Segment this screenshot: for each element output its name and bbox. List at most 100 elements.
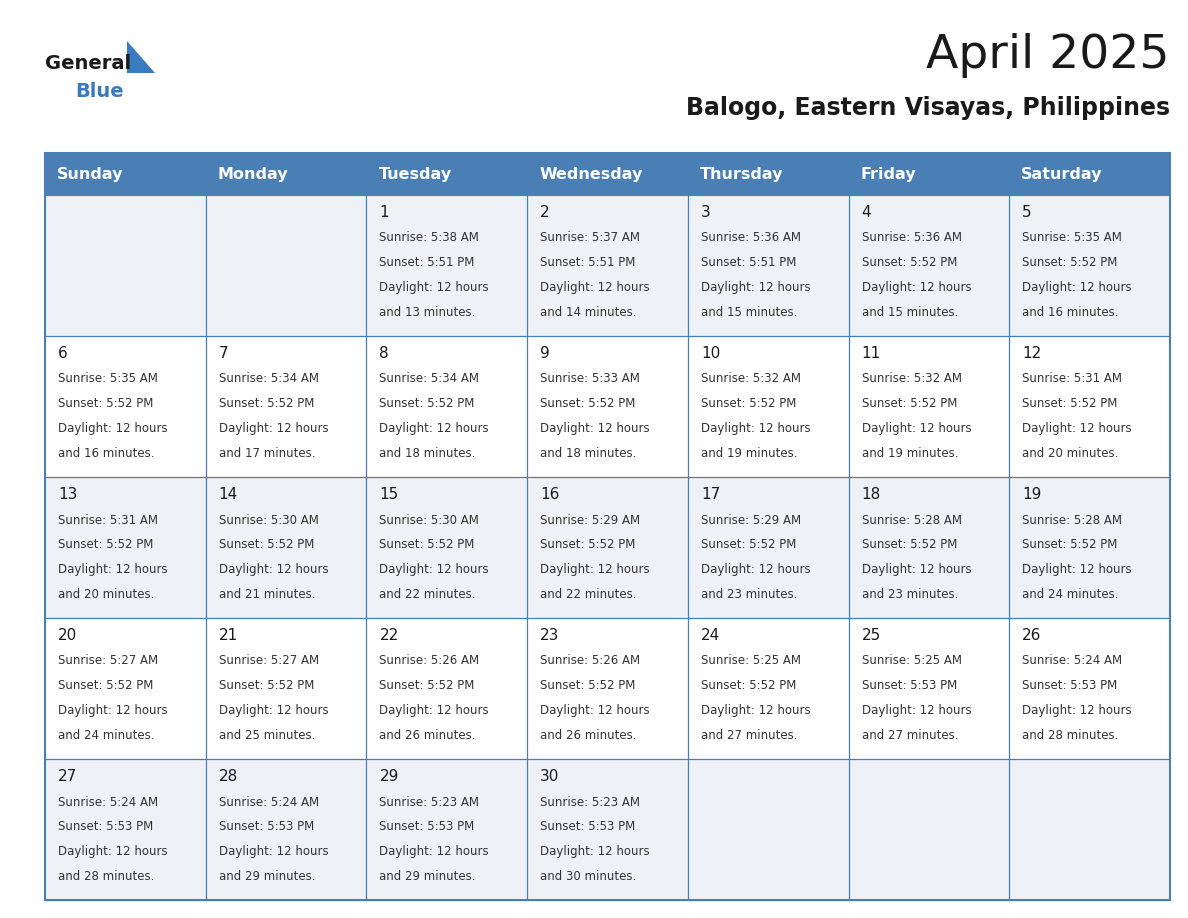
Text: 24: 24	[701, 628, 720, 643]
Text: Blue: Blue	[75, 82, 124, 101]
Text: Sunset: 5:52 PM: Sunset: 5:52 PM	[541, 538, 636, 551]
Polygon shape	[127, 41, 154, 73]
Text: 15: 15	[379, 487, 399, 502]
Text: 8: 8	[379, 346, 388, 361]
Bar	[45, 153, 1170, 195]
Bar	[45, 618, 1170, 759]
Text: Sunrise: 5:34 AM: Sunrise: 5:34 AM	[379, 373, 480, 386]
Text: Sunset: 5:52 PM: Sunset: 5:52 PM	[1023, 538, 1118, 551]
Text: Sunrise: 5:27 AM: Sunrise: 5:27 AM	[58, 655, 158, 667]
Text: Sunset: 5:52 PM: Sunset: 5:52 PM	[58, 679, 153, 692]
Text: Sunset: 5:53 PM: Sunset: 5:53 PM	[58, 820, 153, 834]
Text: Daylight: 12 hours: Daylight: 12 hours	[219, 563, 328, 576]
Text: Sunset: 5:53 PM: Sunset: 5:53 PM	[219, 820, 314, 834]
Bar	[45, 153, 1170, 900]
Text: 3: 3	[701, 205, 710, 220]
Text: Sunset: 5:52 PM: Sunset: 5:52 PM	[58, 538, 153, 551]
Text: and 14 minutes.: and 14 minutes.	[541, 306, 637, 319]
Text: Daylight: 12 hours: Daylight: 12 hours	[379, 281, 489, 294]
Text: Daylight: 12 hours: Daylight: 12 hours	[541, 422, 650, 435]
Text: and 28 minutes.: and 28 minutes.	[58, 869, 154, 882]
Text: and 16 minutes.: and 16 minutes.	[58, 446, 154, 460]
Text: Daylight: 12 hours: Daylight: 12 hours	[861, 704, 972, 717]
Bar	[45, 195, 1170, 336]
Text: and 16 minutes.: and 16 minutes.	[1023, 306, 1119, 319]
Text: and 25 minutes.: and 25 minutes.	[219, 729, 315, 742]
Text: Sunset: 5:52 PM: Sunset: 5:52 PM	[701, 538, 796, 551]
Text: Daylight: 12 hours: Daylight: 12 hours	[58, 563, 168, 576]
Text: and 13 minutes.: and 13 minutes.	[379, 306, 476, 319]
Text: Sunrise: 5:30 AM: Sunrise: 5:30 AM	[219, 513, 318, 527]
Text: 4: 4	[861, 205, 871, 220]
Text: Sunrise: 5:33 AM: Sunrise: 5:33 AM	[541, 373, 640, 386]
Text: 10: 10	[701, 346, 720, 361]
Text: Daylight: 12 hours: Daylight: 12 hours	[701, 704, 810, 717]
Text: Sunrise: 5:35 AM: Sunrise: 5:35 AM	[58, 373, 158, 386]
Text: 12: 12	[1023, 346, 1042, 361]
Bar	[45, 759, 1170, 900]
Text: Sunrise: 5:29 AM: Sunrise: 5:29 AM	[701, 513, 801, 527]
Text: 16: 16	[541, 487, 560, 502]
Text: Sunrise: 5:36 AM: Sunrise: 5:36 AM	[861, 231, 961, 244]
Text: Sunset: 5:52 PM: Sunset: 5:52 PM	[861, 397, 958, 410]
Text: Sunset: 5:52 PM: Sunset: 5:52 PM	[379, 397, 475, 410]
Text: Daylight: 12 hours: Daylight: 12 hours	[219, 845, 328, 857]
Text: Daylight: 12 hours: Daylight: 12 hours	[379, 845, 489, 857]
Text: Sunset: 5:53 PM: Sunset: 5:53 PM	[861, 679, 956, 692]
Text: 28: 28	[219, 769, 238, 784]
Text: 7: 7	[219, 346, 228, 361]
Text: and 29 minutes.: and 29 minutes.	[379, 869, 476, 882]
Text: Daylight: 12 hours: Daylight: 12 hours	[541, 845, 650, 857]
Text: 14: 14	[219, 487, 238, 502]
Text: Monday: Monday	[217, 166, 289, 182]
Text: Sunset: 5:51 PM: Sunset: 5:51 PM	[379, 256, 475, 269]
Text: Sunset: 5:53 PM: Sunset: 5:53 PM	[1023, 679, 1118, 692]
Text: and 15 minutes.: and 15 minutes.	[861, 306, 958, 319]
Text: Daylight: 12 hours: Daylight: 12 hours	[701, 422, 810, 435]
Text: and 22 minutes.: and 22 minutes.	[379, 588, 476, 600]
Text: Daylight: 12 hours: Daylight: 12 hours	[1023, 704, 1132, 717]
Text: and 15 minutes.: and 15 minutes.	[701, 306, 797, 319]
Text: Daylight: 12 hours: Daylight: 12 hours	[861, 281, 972, 294]
Text: Sunset: 5:52 PM: Sunset: 5:52 PM	[219, 397, 314, 410]
Text: 25: 25	[861, 628, 880, 643]
Text: and 19 minutes.: and 19 minutes.	[701, 446, 797, 460]
Text: Sunrise: 5:24 AM: Sunrise: 5:24 AM	[58, 796, 158, 809]
Text: Daylight: 12 hours: Daylight: 12 hours	[541, 704, 650, 717]
Text: Sunrise: 5:30 AM: Sunrise: 5:30 AM	[379, 513, 479, 527]
Text: Daylight: 12 hours: Daylight: 12 hours	[379, 563, 489, 576]
Text: Daylight: 12 hours: Daylight: 12 hours	[541, 563, 650, 576]
Text: Daylight: 12 hours: Daylight: 12 hours	[58, 422, 168, 435]
Text: 17: 17	[701, 487, 720, 502]
Text: 1: 1	[379, 205, 388, 220]
Text: Sunrise: 5:28 AM: Sunrise: 5:28 AM	[861, 513, 961, 527]
Text: Sunrise: 5:26 AM: Sunrise: 5:26 AM	[541, 655, 640, 667]
Text: Sunrise: 5:38 AM: Sunrise: 5:38 AM	[379, 231, 479, 244]
Text: Daylight: 12 hours: Daylight: 12 hours	[219, 422, 328, 435]
Text: Sunset: 5:52 PM: Sunset: 5:52 PM	[1023, 397, 1118, 410]
Text: Daylight: 12 hours: Daylight: 12 hours	[379, 704, 489, 717]
Text: and 20 minutes.: and 20 minutes.	[58, 588, 154, 600]
Text: Sunset: 5:52 PM: Sunset: 5:52 PM	[701, 679, 796, 692]
Text: Daylight: 12 hours: Daylight: 12 hours	[701, 563, 810, 576]
Text: Sunset: 5:52 PM: Sunset: 5:52 PM	[861, 256, 958, 269]
Text: Sunset: 5:53 PM: Sunset: 5:53 PM	[379, 820, 475, 834]
Text: Daylight: 12 hours: Daylight: 12 hours	[219, 704, 328, 717]
Text: Sunset: 5:52 PM: Sunset: 5:52 PM	[58, 397, 153, 410]
Text: and 20 minutes.: and 20 minutes.	[1023, 446, 1119, 460]
Text: and 19 minutes.: and 19 minutes.	[861, 446, 958, 460]
Text: and 23 minutes.: and 23 minutes.	[861, 588, 958, 600]
Text: Sunset: 5:53 PM: Sunset: 5:53 PM	[541, 820, 636, 834]
Text: Sunrise: 5:31 AM: Sunrise: 5:31 AM	[58, 513, 158, 527]
Text: Daylight: 12 hours: Daylight: 12 hours	[541, 281, 650, 294]
Text: 13: 13	[58, 487, 77, 502]
Text: and 26 minutes.: and 26 minutes.	[379, 729, 476, 742]
Text: Sunset: 5:52 PM: Sunset: 5:52 PM	[861, 538, 958, 551]
Text: Daylight: 12 hours: Daylight: 12 hours	[861, 422, 972, 435]
Bar	[45, 477, 1170, 618]
Text: Sunrise: 5:25 AM: Sunrise: 5:25 AM	[701, 655, 801, 667]
Text: Sunrise: 5:28 AM: Sunrise: 5:28 AM	[1023, 513, 1123, 527]
Text: and 24 minutes.: and 24 minutes.	[58, 729, 154, 742]
Text: Sunrise: 5:31 AM: Sunrise: 5:31 AM	[1023, 373, 1123, 386]
Text: Sunrise: 5:25 AM: Sunrise: 5:25 AM	[861, 655, 961, 667]
